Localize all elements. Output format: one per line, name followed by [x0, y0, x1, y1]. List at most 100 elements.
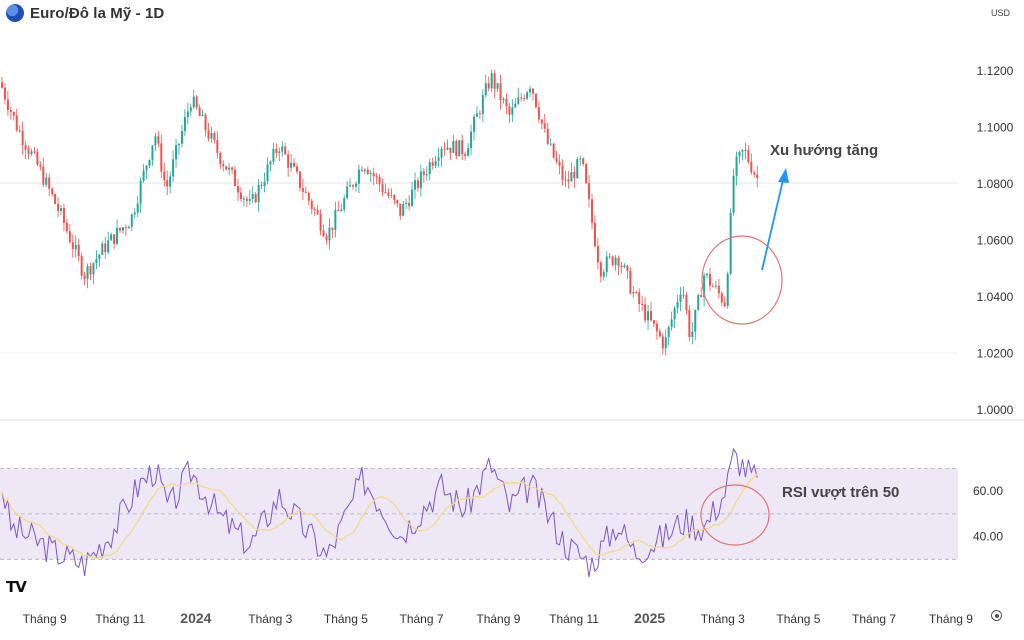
candle-body	[567, 179, 570, 182]
candle-body	[127, 226, 130, 229]
candle-body	[266, 164, 269, 182]
candle-body	[160, 143, 163, 172]
candle-body	[151, 145, 154, 160]
candle-body	[635, 292, 638, 294]
rsi-series[interactable]	[1, 447, 758, 578]
candle-body	[201, 114, 204, 117]
candle-body	[655, 323, 658, 332]
candle-body	[449, 147, 452, 153]
candle-body	[183, 116, 186, 132]
candle-body	[629, 270, 632, 294]
candle-body	[242, 198, 245, 200]
candle-body	[664, 337, 667, 349]
candle-body	[313, 209, 316, 211]
candle-body	[546, 128, 549, 144]
candle-body	[263, 181, 266, 187]
chart-header: Euro/Đô la Mỹ - 1D	[6, 4, 164, 22]
candle-body	[257, 184, 260, 203]
price-tick-label: 1.0800	[977, 177, 1014, 191]
candle-body	[133, 212, 136, 215]
candle-body	[419, 171, 422, 188]
annotation-overlays	[700, 168, 789, 546]
candle-body	[620, 265, 623, 268]
candle-body	[605, 256, 608, 273]
candle-body	[688, 310, 691, 337]
candle-body	[30, 151, 33, 155]
candle-body	[555, 157, 558, 162]
price-tick-label: 1.0600	[977, 234, 1014, 248]
candle-body	[658, 331, 661, 337]
candle-body	[355, 183, 357, 187]
candle-body	[632, 292, 635, 294]
candle-body	[316, 210, 319, 215]
candle-body	[691, 331, 694, 337]
candle-body	[54, 194, 57, 204]
candle-body	[322, 230, 325, 237]
candle-body	[284, 146, 287, 155]
candle-body	[461, 140, 464, 155]
candle-body	[750, 162, 753, 173]
candle-body	[437, 157, 440, 161]
candle-body	[390, 195, 393, 197]
candle-body	[732, 175, 735, 213]
time-tick-label: Tháng 9	[476, 612, 520, 626]
candle-body	[711, 285, 714, 287]
candle-body	[416, 180, 419, 188]
time-axis[interactable]: Tháng 9 Tháng 11 2024 Tháng 3 Tháng 5 Tháng 7…	[23, 610, 974, 626]
candle-body	[225, 166, 228, 170]
candle-body	[549, 143, 552, 145]
time-tick-label: Tháng 9	[23, 612, 67, 626]
candle-body	[428, 162, 431, 175]
price-axis[interactable]: 1.1200 1.1000 1.0800 1.0600 1.0400 1.0200 1.00…	[977, 64, 1014, 417]
candle-body	[652, 320, 655, 324]
candlestick-series[interactable]	[1, 69, 759, 356]
candle-body	[756, 174, 759, 178]
candle-body	[617, 257, 620, 266]
candle-body	[414, 180, 416, 190]
candle-body	[154, 136, 157, 146]
candle-body	[481, 95, 484, 115]
candle-body	[703, 275, 706, 298]
candle-body	[18, 130, 21, 132]
candle-body	[186, 111, 189, 117]
candle-body	[676, 301, 679, 308]
candle-body	[331, 227, 334, 231]
candle-body	[310, 200, 313, 210]
candle-body	[166, 180, 169, 187]
candle-body	[387, 192, 390, 196]
candle-body	[520, 97, 523, 99]
candle-body	[65, 222, 68, 232]
candle-body	[384, 191, 387, 193]
candle-body	[464, 154, 467, 156]
candle-body	[198, 107, 201, 117]
candle-body	[116, 227, 119, 244]
candle-body	[213, 132, 216, 141]
candle-body	[369, 173, 372, 175]
candle-body	[325, 236, 328, 241]
settings-icon[interactable]	[991, 610, 1002, 621]
candle-body	[24, 145, 27, 150]
candle-body	[588, 183, 591, 200]
candle-body	[207, 130, 210, 139]
candle-body	[753, 172, 756, 175]
candle-body	[511, 107, 514, 115]
price-tick-label: 1.1200	[977, 64, 1014, 78]
rsi-axis[interactable]: 60.00 40.00	[973, 484, 1003, 543]
candle-body	[343, 198, 346, 210]
candle-body	[248, 198, 251, 201]
candle-body	[505, 98, 508, 107]
candle-body	[307, 192, 310, 201]
candle-body	[287, 154, 290, 168]
candle-body	[1, 82, 3, 88]
candle-body	[579, 158, 582, 160]
candle-body	[296, 166, 298, 172]
candle-body	[239, 192, 242, 200]
candle-body	[80, 256, 83, 276]
candle-body	[130, 214, 133, 227]
candle-body	[623, 265, 626, 268]
candle-body	[304, 191, 307, 193]
candle-body	[145, 165, 148, 171]
candle-body	[45, 177, 48, 185]
time-tick-label: Tháng 5	[324, 612, 368, 626]
